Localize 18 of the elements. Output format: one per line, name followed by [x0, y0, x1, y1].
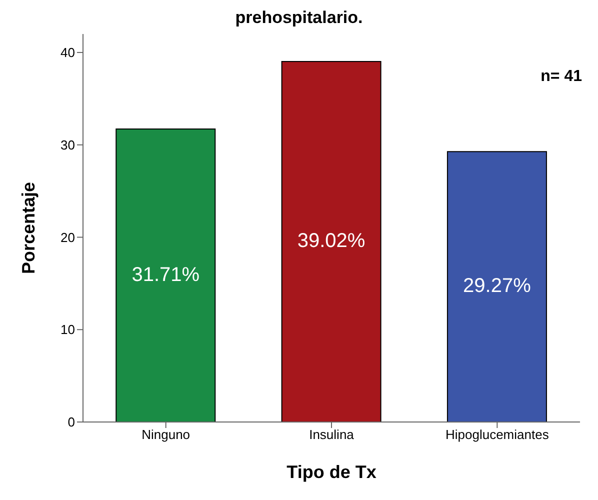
- y-axis-title: Porcentaje: [18, 182, 38, 274]
- bar: [446, 151, 547, 422]
- chart-title: prehospitalario.: [234, 8, 364, 28]
- bar: [281, 61, 382, 422]
- bar: [116, 128, 216, 422]
- y-tick-label: 0: [68, 414, 75, 430]
- data-label: 39.02%: [297, 230, 366, 252]
- x-tick-label: Ninguno: [142, 427, 190, 442]
- x-tick-label: Insulina: [309, 427, 355, 442]
- annotation: n= 41: [540, 68, 582, 86]
- data-label: 29.27%: [463, 275, 532, 298]
- y-tick-label: 10: [60, 322, 75, 338]
- y-tick-label: 40: [60, 45, 75, 60]
- y-tick-label: 20: [60, 230, 75, 245]
- x-axis-title: Tipo de Tx: [286, 462, 376, 482]
- y-tick-label: 30: [60, 137, 75, 152]
- x-tick-label: Hipoglucemiantes: [445, 427, 550, 442]
- data-label: 31.71%: [132, 264, 200, 286]
